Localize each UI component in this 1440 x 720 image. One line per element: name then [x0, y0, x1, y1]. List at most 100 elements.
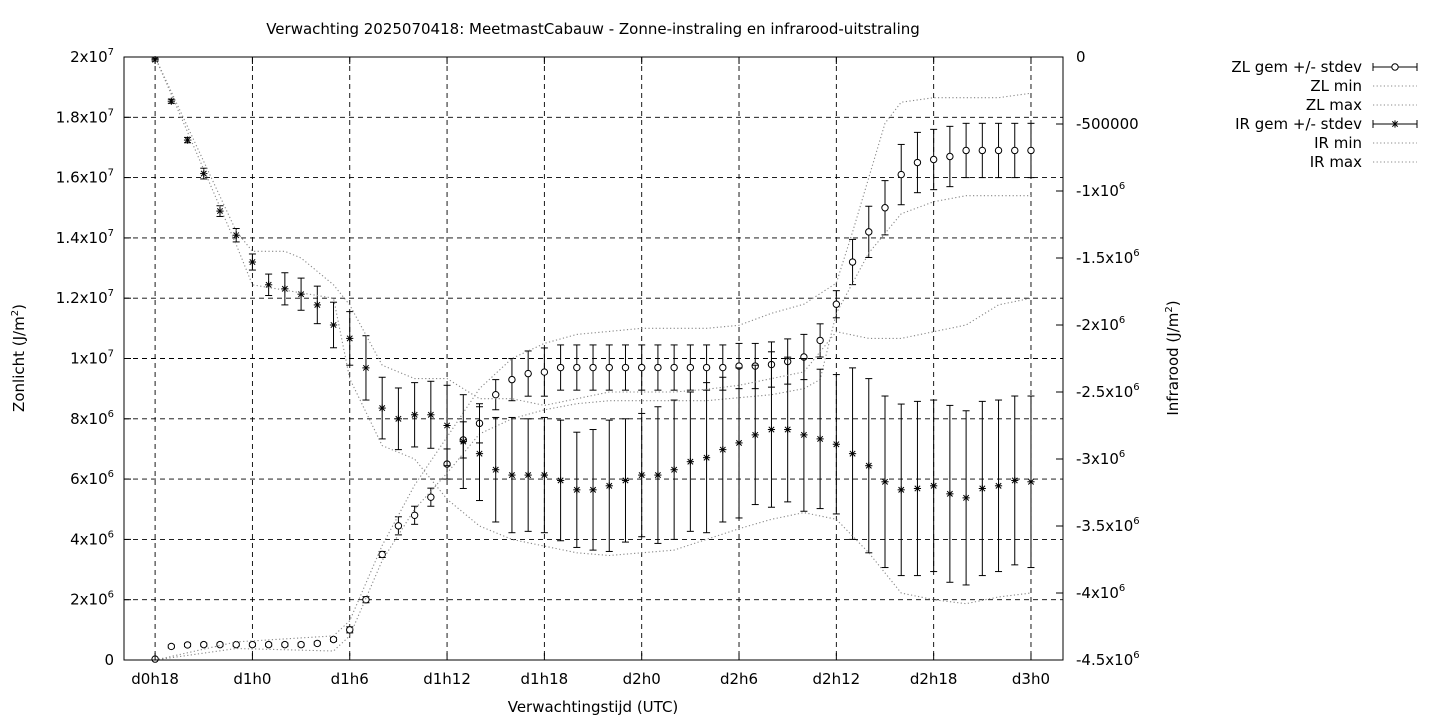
data-point: [816, 336, 824, 345]
data-point: [183, 641, 192, 649]
x-tick-label: d2h12: [813, 670, 861, 688]
data-point: [508, 471, 516, 479]
data-point: [719, 446, 727, 454]
data-point: [702, 454, 711, 462]
series-ir-gem-stdev: [151, 56, 1035, 586]
data-point: [621, 363, 630, 372]
data-point: [930, 482, 938, 490]
y-tick-label: 8x106: [70, 409, 114, 428]
y-tick-label: 2x106: [70, 590, 114, 609]
legend-item: ZL min: [1310, 77, 1417, 95]
data-point: [832, 300, 841, 308]
data-point: [848, 258, 857, 266]
data-point: [978, 484, 986, 493]
data-point: [621, 476, 630, 485]
data-point: [346, 334, 354, 342]
x-tick-label: d1h6: [331, 670, 369, 688]
legend-item: IR max: [1310, 153, 1417, 171]
data-point: [394, 522, 403, 530]
legend-label: IR max: [1310, 153, 1362, 171]
data-point: [573, 486, 581, 494]
data-point: [443, 421, 451, 430]
data-point: [784, 425, 792, 434]
legend-label: ZL max: [1306, 96, 1362, 114]
data-point: [865, 228, 873, 236]
x-tick-label: d2h6: [720, 670, 758, 688]
data-point: [540, 368, 549, 376]
data-point: [994, 482, 1003, 490]
x-tick-label: d1h0: [233, 670, 271, 688]
data-point: [1391, 120, 1399, 128]
y-tick-label: 1.6x107: [56, 168, 114, 187]
data-point: [638, 471, 646, 479]
y2-tick-label: -4.5x106: [1076, 650, 1140, 669]
x-tick-label: d1h12: [423, 670, 471, 688]
data-point: [248, 640, 257, 649]
data-point: [329, 321, 338, 329]
y2-tick-label: -3.5x106: [1076, 516, 1140, 535]
legend-item: ZL gem +/- stdev: [1231, 58, 1418, 76]
data-point: [913, 158, 922, 167]
y-tick-label: 1.8x107: [56, 107, 114, 126]
data-point: [167, 642, 176, 651]
data-point: [946, 152, 954, 161]
data-point: [816, 435, 824, 443]
data-point: [751, 431, 759, 439]
data-point: [589, 363, 597, 372]
legend-item: ZL max: [1306, 96, 1417, 114]
data-point: [946, 490, 954, 498]
data-point: [410, 511, 419, 519]
data-point: [216, 207, 224, 215]
data-point: [492, 390, 500, 399]
data-point: [1027, 478, 1035, 486]
data-point: [556, 363, 565, 372]
data-point: [313, 639, 321, 648]
data-point: [1011, 476, 1019, 485]
data-point: [881, 204, 889, 212]
data-point: [670, 466, 678, 474]
data-point: [654, 363, 662, 372]
x-tick-label: d2h0: [623, 670, 661, 688]
data-point: [281, 640, 289, 649]
data-point: [232, 231, 240, 239]
data-point: [346, 626, 354, 634]
y2-tick-label: -3x106: [1076, 449, 1125, 468]
data-point: [929, 155, 938, 164]
data-point: [265, 281, 273, 289]
data-point: [248, 258, 257, 266]
data-point: [297, 290, 305, 298]
data-point: [216, 640, 224, 649]
y-tick-label: 1.2x107: [56, 288, 114, 307]
series-ir-max: [154, 56, 1032, 406]
data-point: [702, 363, 711, 372]
data-point: [281, 285, 289, 293]
x-tick-label: d3h0: [1012, 670, 1050, 688]
y-tick-label: 2x107: [70, 47, 114, 66]
legend-label: ZL gem +/- stdev: [1231, 58, 1362, 76]
data-point: [573, 363, 581, 372]
data-point: [378, 404, 386, 412]
data-point: [719, 363, 727, 372]
data-point: [394, 415, 402, 423]
x-tick-label: d0h18: [131, 670, 179, 688]
legend-item: IR gem +/- stdev: [1235, 115, 1418, 133]
ticks: d0h18 d1h0 d1h6 d1h12 d1h18 d2h0 d2h6 d2h12 d2h1…: [56, 47, 1140, 688]
data-point: [800, 431, 808, 439]
y-tick-label: 1.4x107: [56, 228, 114, 247]
data-point: [411, 411, 419, 419]
data-point: [427, 493, 435, 501]
y2-tick-label: -1x106: [1076, 181, 1125, 200]
data-point: [605, 482, 613, 490]
data-point: [378, 550, 386, 559]
data-point: [459, 437, 467, 446]
legend-item: IR min: [1314, 134, 1417, 152]
data-point: [605, 363, 613, 372]
data-point: [962, 146, 970, 155]
data-point: [638, 363, 646, 372]
data-point: [200, 169, 208, 178]
x-axis-label: Verwachtingstijd (UTC): [508, 698, 679, 716]
y-tick-label: 4x106: [70, 529, 114, 548]
data-point: [297, 640, 305, 649]
